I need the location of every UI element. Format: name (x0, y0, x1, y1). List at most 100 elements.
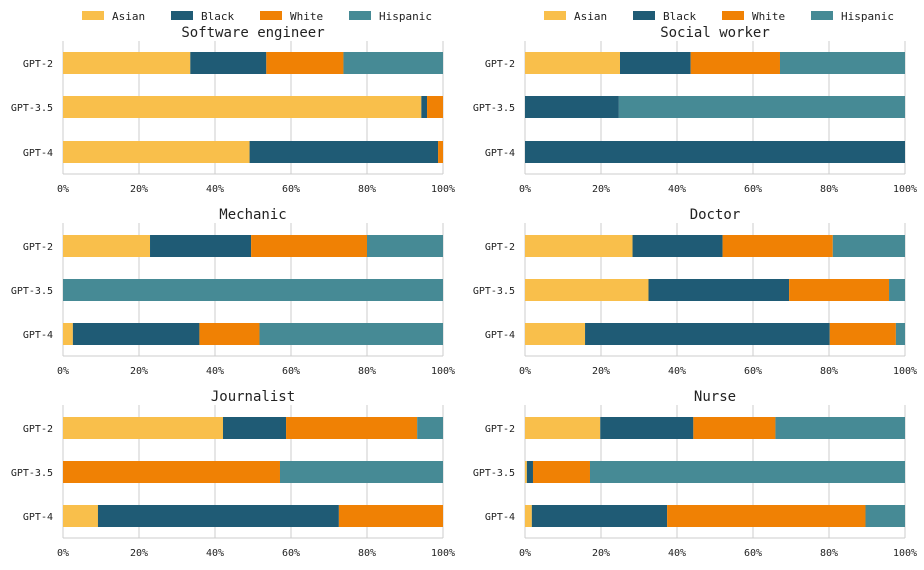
bar-gpt-2-black (222, 417, 287, 439)
x-tick-label: 20% (130, 548, 148, 559)
panel-title: Software engineer (181, 25, 324, 41)
bar-gpt-2-asian (525, 417, 601, 439)
bar-gpt-4-hispanic (895, 323, 905, 345)
bar-gpt-4-black (531, 505, 668, 527)
y-tick-label: GPT-2 (485, 424, 515, 435)
bar-gpt-4-black (72, 323, 200, 345)
x-tick-label: 80% (358, 184, 376, 195)
x-tick-label: 40% (206, 184, 224, 195)
x-tick-label: 80% (358, 366, 376, 377)
bar-gpt-2-hispanic (832, 235, 905, 257)
y-tick-label: GPT-4 (485, 512, 515, 523)
legend-label-asian: Asian (112, 10, 145, 23)
legend-swatch-white (722, 11, 744, 20)
bar-gpt-4-white (199, 323, 260, 345)
bar-gpt-35-white (63, 461, 280, 483)
x-tick-label: 0% (57, 184, 69, 195)
legend-swatch-asian (82, 11, 104, 20)
panel-nurse: Nurse GPT-2 GPT-3.5 GPT-4 0% 20% 40% 60% 80% 100% (473, 389, 917, 559)
legend-item-white: White (722, 10, 785, 23)
bar-gpt-4-asian (525, 323, 586, 345)
x-tick-label: 20% (592, 548, 610, 559)
panel-title: Doctor (690, 207, 741, 223)
y-tick-label: GPT-2 (23, 59, 53, 70)
legend-swatch-asian (544, 11, 566, 20)
bar-gpt-35-black (525, 96, 619, 118)
x-tick-label: 80% (820, 366, 838, 377)
y-tick-label: GPT-4 (23, 148, 53, 159)
bar-gpt-35-black (526, 461, 533, 483)
bar-gpt-4-hispanic (259, 323, 443, 345)
bar-gpt-2-asian (63, 52, 191, 74)
x-tick-label: 40% (668, 366, 686, 377)
y-tick-label: GPT-3.5 (11, 286, 53, 297)
panel-software-engineer: Software engineer GPT-2 GPT-3.5 GPT-4 0% 20% 4… (11, 25, 455, 195)
x-tick-label: 100% (431, 548, 455, 559)
bar-gpt-35-black (648, 279, 790, 301)
legend-swatch-black (171, 11, 193, 20)
bar-gpt-35-asian (525, 461, 527, 483)
y-tick-label: GPT-2 (23, 424, 53, 435)
x-tick-label: 100% (431, 184, 455, 195)
panel-mechanic: Mechanic GPT-2 GPT-3.5 GPT-4 0% 20% 40% 60% 80% 1… (11, 207, 455, 377)
bar-gpt-4-white (667, 505, 866, 527)
y-tick-label: GPT-3.5 (473, 286, 515, 297)
bar-gpt-2-white (690, 52, 780, 74)
x-tick-label: 60% (744, 184, 762, 195)
bar-gpt-2-white (286, 417, 418, 439)
bar-gpt-2-asian (525, 235, 633, 257)
legend-swatch-hispanic (349, 11, 371, 20)
bar-gpt-4-asian (63, 141, 250, 163)
bar-gpt-2-hispanic (775, 417, 905, 439)
bar-gpt-4-black (249, 141, 439, 163)
x-tick-label: 0% (57, 366, 69, 377)
legend-label-black: Black (201, 10, 234, 23)
x-tick-label: 60% (744, 548, 762, 559)
bar-gpt-2-black (190, 52, 267, 74)
bar-gpt-2-black (600, 417, 694, 439)
legend-label-hispanic: Hispanic (379, 10, 432, 23)
x-tick-label: 100% (893, 548, 917, 559)
y-tick-label: GPT-3.5 (11, 103, 53, 114)
legend-item-hispanic: Hispanic (811, 10, 894, 23)
bar-gpt-2-white (693, 417, 776, 439)
bar-gpt-35-hispanic (889, 279, 905, 301)
bar-gpt-2-hispanic (779, 52, 905, 74)
legend-label-white: White (752, 10, 785, 23)
panel-title: Mechanic (219, 207, 286, 223)
legend-swatch-hispanic (811, 11, 833, 20)
bar-gpt-4-asian (525, 505, 532, 527)
legend-item-hispanic: Hispanic (349, 10, 432, 23)
panel-title: Nurse (694, 389, 736, 405)
x-tick-label: 40% (668, 548, 686, 559)
bar-gpt-2-black (150, 235, 252, 257)
y-tick-label: GPT-2 (485, 59, 515, 70)
y-tick-label: GPT-4 (485, 148, 515, 159)
legend: Asian Black White Hispanic (544, 10, 894, 23)
bar-gpt-35-white (427, 96, 443, 118)
bar-gpt-2-asian (525, 52, 620, 74)
bar-gpt-4-asian (63, 323, 73, 345)
legend-label-white: White (290, 10, 323, 23)
legend-item-white: White (260, 10, 323, 23)
bar-gpt-2-white (251, 235, 367, 257)
bar-gpt-35-white (789, 279, 890, 301)
bar-gpt-2-black (620, 52, 691, 74)
y-tick-label: GPT-4 (485, 330, 515, 341)
legend-swatch-white (260, 11, 282, 20)
x-tick-label: 100% (431, 366, 455, 377)
x-tick-label: 20% (130, 184, 148, 195)
legend-item-asian: Asian (82, 10, 145, 23)
legend-item-black: Black (633, 10, 696, 23)
x-tick-label: 0% (519, 366, 531, 377)
legend-label-hispanic: Hispanic (841, 10, 894, 23)
bar-gpt-35-hispanic (279, 461, 443, 483)
bar-gpt-35-hispanic (618, 96, 905, 118)
bar-gpt-4-white (338, 505, 443, 527)
bar-gpt-4-white (829, 323, 896, 345)
x-tick-label: 60% (282, 366, 300, 377)
x-tick-label: 40% (668, 184, 686, 195)
y-tick-label: GPT-2 (485, 242, 515, 253)
